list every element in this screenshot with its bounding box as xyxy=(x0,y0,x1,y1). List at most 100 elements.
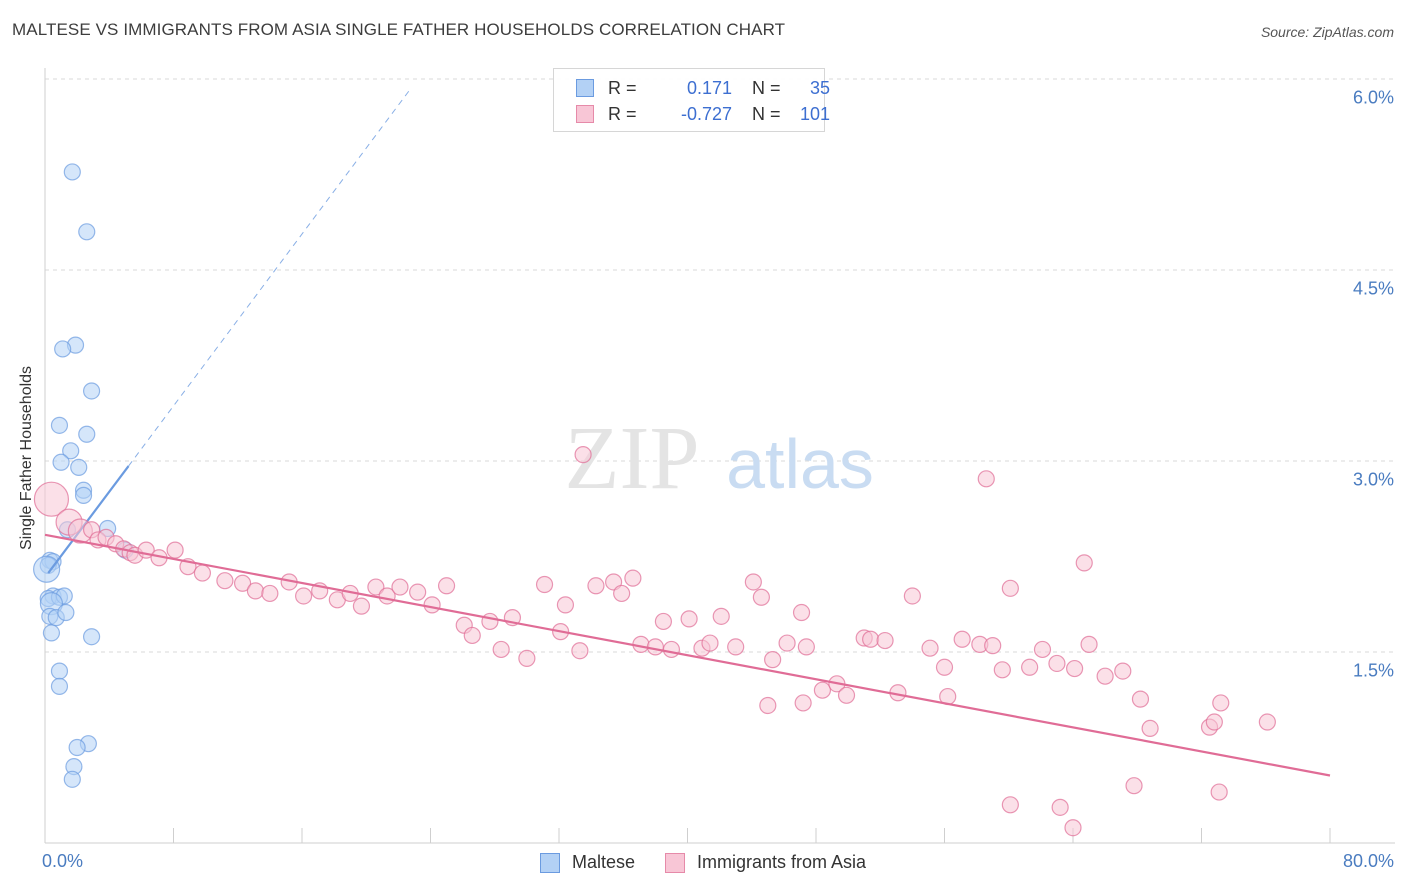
watermark-atlas: atlas xyxy=(726,425,874,503)
source-label: Source: ZipAtlas.com xyxy=(1260,24,1394,40)
n-label: N = xyxy=(752,77,781,98)
scatter-point xyxy=(57,603,75,622)
trend-line xyxy=(47,465,130,574)
series-layer xyxy=(33,87,1331,837)
legend-item-asia[interactable]: Immigrants from Asia xyxy=(664,852,867,873)
scatter-point xyxy=(764,651,782,669)
scatter-point xyxy=(1258,713,1276,731)
scatter-point xyxy=(571,642,589,660)
legend-swatch-maltese xyxy=(539,852,560,873)
chart-title: MALTESE VS IMMIGRANTS FROM ASIA SINGLE F… xyxy=(12,20,786,39)
scatter-point xyxy=(1001,579,1019,597)
scatter-point xyxy=(82,382,101,400)
scatter-point xyxy=(662,640,681,659)
scatter-point xyxy=(54,340,72,358)
scatter-point xyxy=(1033,640,1052,659)
scatter-point xyxy=(1021,658,1039,676)
scatter-point xyxy=(166,541,184,559)
scatter-point xyxy=(862,630,880,648)
y-tick-label: 6.0% xyxy=(1352,87,1394,108)
scatter-point xyxy=(813,681,832,699)
scatter-point xyxy=(193,564,212,582)
scatter-point xyxy=(727,638,745,656)
scatter-point xyxy=(1131,690,1150,708)
scatter-point xyxy=(792,603,811,622)
scatter-point xyxy=(624,569,642,587)
scatter-point xyxy=(63,770,81,788)
asia-swatch xyxy=(576,105,594,123)
scatter-point xyxy=(797,638,815,656)
scatter-point xyxy=(216,572,234,590)
series-maltese xyxy=(33,87,412,788)
scatter-point xyxy=(63,163,81,181)
scatter-point xyxy=(233,574,252,592)
legend-label: Maltese xyxy=(571,852,635,872)
r-label: R = xyxy=(608,77,637,98)
scatter-point xyxy=(1066,659,1084,678)
scatter-point xyxy=(423,596,441,614)
y-tick-label: 4.5% xyxy=(1352,278,1394,299)
scatter-point xyxy=(587,577,605,595)
axes xyxy=(44,68,1395,844)
scatter-point xyxy=(68,738,86,757)
scatter-point xyxy=(1205,713,1223,731)
scatter-point xyxy=(1212,694,1230,712)
scatter-point xyxy=(1080,635,1098,653)
y-tick-label: 3.0% xyxy=(1352,469,1394,490)
scatter-point xyxy=(481,612,499,631)
scatter-point xyxy=(574,446,592,464)
scatter-point xyxy=(1048,654,1066,673)
scatter-point xyxy=(78,425,96,443)
watermark: ZIP atlas xyxy=(565,409,874,508)
scatter-point xyxy=(794,694,812,712)
y-tick-label: 1.5% xyxy=(1352,660,1394,681)
trend-line-extension xyxy=(128,87,412,467)
scatter-point xyxy=(953,630,971,648)
scatter-point xyxy=(535,575,554,594)
legend-label: Immigrants from Asia xyxy=(696,852,867,872)
scatter-point xyxy=(744,573,762,591)
scatter-point xyxy=(42,624,61,642)
stats-row-asia: R = -0.727 N = 101 xyxy=(576,101,830,127)
scatter-point xyxy=(1096,667,1114,685)
scatter-point xyxy=(1141,719,1159,738)
scatter-point xyxy=(752,588,770,606)
scatter-point xyxy=(1051,798,1069,816)
scatter-point xyxy=(352,597,371,615)
scatter-point xyxy=(295,587,313,605)
scatter-point xyxy=(837,686,856,704)
scatter-point xyxy=(409,583,427,601)
scatter-point xyxy=(52,453,70,471)
series-immigrants-from-asia xyxy=(33,446,1331,837)
scatter-point xyxy=(1210,783,1228,801)
scatter-point xyxy=(74,486,93,504)
legend-swatch-asia xyxy=(664,852,685,873)
scatter-point xyxy=(654,612,673,631)
scatter-point xyxy=(50,662,69,680)
scatter-point xyxy=(701,634,719,652)
scatter-point xyxy=(261,584,279,603)
scatter-point xyxy=(921,639,939,657)
scatter-point xyxy=(646,638,664,656)
scatter-point xyxy=(876,631,894,650)
scatter-point xyxy=(1125,777,1143,795)
scatter-point xyxy=(613,584,631,603)
r-label: R = xyxy=(608,103,637,124)
scatter-point xyxy=(993,661,1011,679)
scatter-point xyxy=(984,637,1002,655)
scatter-point xyxy=(62,442,80,460)
scatter-point xyxy=(367,578,385,596)
scatter-point xyxy=(50,677,69,695)
stats-box: R = 0.171 N = 35 R = -0.727 N = 101 xyxy=(553,68,830,132)
trend-line xyxy=(44,533,1331,777)
scatter-point xyxy=(70,458,88,476)
scatter-point xyxy=(680,610,698,628)
legend-item-maltese[interactable]: Maltese xyxy=(539,852,635,873)
scatter-point xyxy=(1001,796,1019,814)
maltese-swatch xyxy=(576,79,594,97)
scatter-point xyxy=(33,481,70,517)
stats-row-maltese: R = 0.171 N = 35 xyxy=(576,75,830,101)
scatter-point xyxy=(437,577,456,595)
scatter-point xyxy=(1075,554,1093,572)
